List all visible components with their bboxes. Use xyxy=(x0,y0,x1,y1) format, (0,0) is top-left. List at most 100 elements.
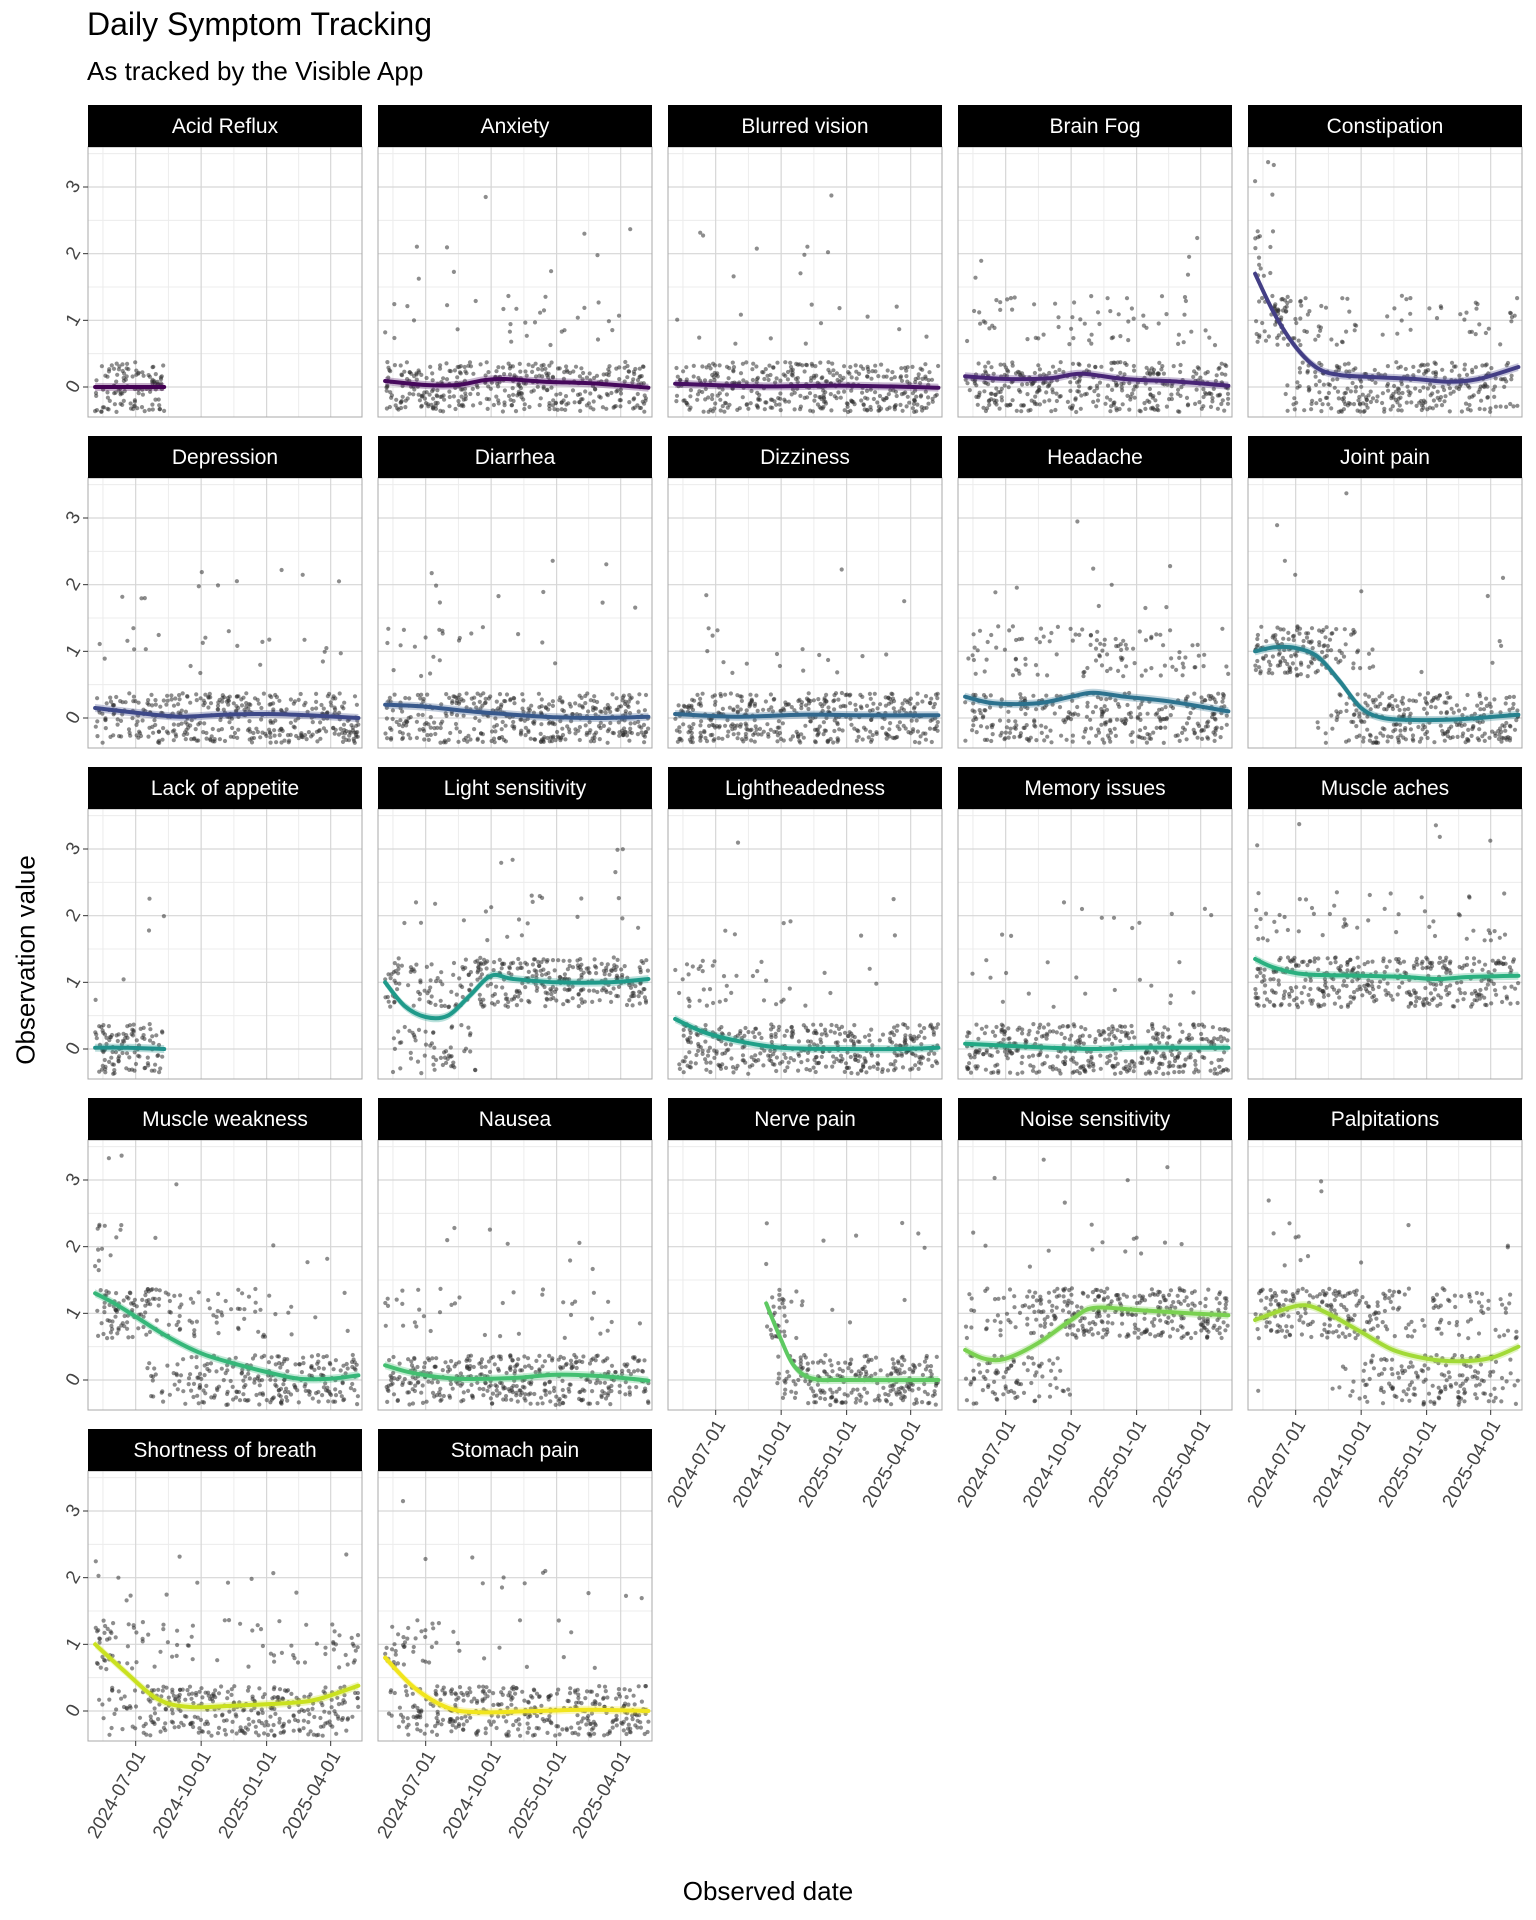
observation-point xyxy=(783,373,788,378)
observation-point xyxy=(1039,723,1044,728)
observation-point xyxy=(1185,272,1191,277)
observation-point xyxy=(1006,718,1011,724)
observation-point xyxy=(674,728,680,733)
observation-point xyxy=(277,698,282,703)
observation-point xyxy=(1493,733,1498,739)
observation-point xyxy=(123,700,128,705)
observation-point xyxy=(527,1000,532,1005)
observation-point xyxy=(1108,409,1113,414)
observation-point xyxy=(1458,312,1463,317)
observation-point xyxy=(1200,736,1205,742)
observation-point xyxy=(684,962,690,967)
observation-point xyxy=(1297,370,1303,375)
observation-point xyxy=(1113,733,1118,739)
observation-point xyxy=(314,691,319,697)
observation-point xyxy=(867,1038,872,1043)
observation-point xyxy=(1362,719,1367,724)
observation-point xyxy=(1143,605,1148,611)
observation-point xyxy=(1380,726,1385,731)
observation-point xyxy=(869,737,875,742)
observation-point xyxy=(1442,387,1447,393)
observation-point xyxy=(1326,382,1331,387)
observation-point xyxy=(552,968,557,973)
observation-point xyxy=(774,376,779,381)
observation-point xyxy=(532,320,538,325)
observation-point xyxy=(419,404,424,409)
observation-point xyxy=(1408,296,1413,301)
observation-point xyxy=(1122,372,1127,377)
observation-point xyxy=(542,735,547,740)
observation-point xyxy=(538,739,544,745)
observation-point xyxy=(388,1004,393,1009)
observation-point xyxy=(102,656,107,661)
observation-point xyxy=(1102,642,1107,647)
observation-point xyxy=(1069,406,1074,411)
observation-point xyxy=(219,727,224,732)
observation-point xyxy=(398,718,403,723)
trend-line xyxy=(383,702,651,721)
observation-point xyxy=(963,738,968,743)
observation-point xyxy=(514,306,519,311)
observation-point xyxy=(803,703,809,708)
observation-point xyxy=(1268,662,1273,668)
observation-point xyxy=(102,1057,107,1063)
observation-point xyxy=(454,726,459,731)
observation-point xyxy=(1305,312,1310,317)
observation-point xyxy=(1012,295,1017,300)
observation-point xyxy=(1298,342,1303,348)
observation-point xyxy=(483,373,488,378)
observation-point xyxy=(584,375,590,380)
observation-point xyxy=(1409,400,1414,405)
observation-point xyxy=(588,698,594,703)
observation-point xyxy=(1317,390,1322,395)
observation-point xyxy=(1112,726,1117,731)
observation-point xyxy=(494,723,499,728)
observation-point xyxy=(259,705,264,711)
observation-point xyxy=(171,722,176,727)
observation-point xyxy=(405,377,410,382)
observation-point xyxy=(994,645,999,650)
observation-point xyxy=(894,393,899,399)
observation-point xyxy=(576,992,581,997)
observation-point xyxy=(1005,403,1011,408)
observation-point xyxy=(778,378,783,383)
observation-point xyxy=(478,955,483,961)
observation-point xyxy=(1158,718,1163,723)
observation-point xyxy=(1156,321,1161,326)
observation-point xyxy=(687,1004,692,1009)
observation-point xyxy=(737,380,742,385)
observation-point xyxy=(1310,398,1315,403)
observation-point xyxy=(594,971,599,976)
observation-point xyxy=(738,707,743,712)
observation-point xyxy=(935,720,940,725)
observation-point xyxy=(1281,636,1286,641)
facet-light-sensitivity: Light sensitivity xyxy=(377,767,653,1080)
observation-point xyxy=(399,1040,404,1045)
observation-point xyxy=(466,1025,471,1030)
observation-point xyxy=(780,721,786,726)
observation-point xyxy=(1323,305,1329,310)
observation-point xyxy=(153,1062,158,1067)
observation-point xyxy=(452,368,457,373)
observation-point xyxy=(614,707,619,712)
observation-point xyxy=(1509,377,1514,382)
observation-point xyxy=(1123,642,1128,647)
observation-point xyxy=(977,708,982,713)
observation-point xyxy=(538,968,543,973)
observation-point xyxy=(405,719,410,724)
observation-point xyxy=(675,317,680,322)
observation-point xyxy=(1208,404,1214,409)
observation-point xyxy=(422,722,427,727)
observation-point xyxy=(430,378,435,383)
observation-point xyxy=(712,693,718,698)
observation-point xyxy=(1108,719,1113,724)
observation-point xyxy=(400,736,405,742)
observation-point xyxy=(1253,246,1258,251)
observation-point xyxy=(798,393,803,398)
observation-point xyxy=(1262,329,1267,334)
observation-point xyxy=(702,378,708,383)
observation-point xyxy=(812,727,818,732)
observation-point xyxy=(703,1039,708,1044)
observation-point xyxy=(571,369,576,374)
observation-point xyxy=(917,740,922,745)
